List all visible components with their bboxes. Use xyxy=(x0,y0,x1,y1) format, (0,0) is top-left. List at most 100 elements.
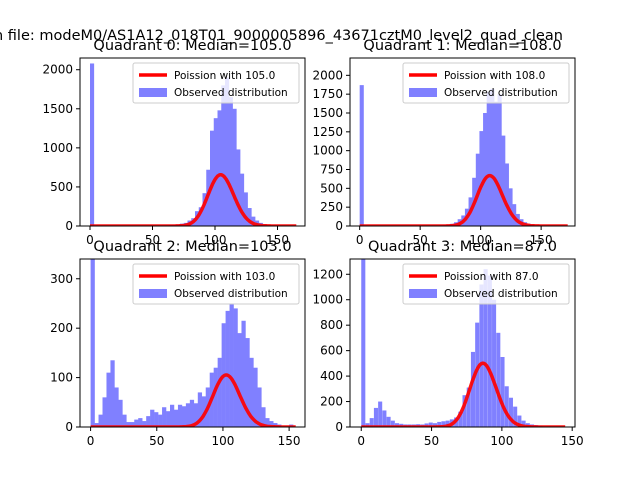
quadrant-3-hist-bar xyxy=(504,386,509,427)
legend-box xyxy=(132,62,300,104)
quadrant-2-title: Quadrant 2: Median=103.0 xyxy=(93,239,291,255)
quadrant-2-hist-bar xyxy=(253,367,258,427)
quadrant-3-hist-bar xyxy=(513,406,518,427)
quadrant-3-x-tick-label: 50 xyxy=(424,434,439,448)
quadrant-1-hist-bar xyxy=(483,112,488,226)
quadrant-0-hist-bar xyxy=(232,108,237,226)
quadrant-2-x-tick-label: 150 xyxy=(278,434,301,448)
quadrant-0-hist-bar xyxy=(90,63,95,226)
quadrant-1-chart: 0 50 100 150025050075010001250150017502000Q… xyxy=(312,38,576,247)
quadrant-1-hist-bar xyxy=(497,94,502,226)
quadrant-0-hist-bar xyxy=(236,149,241,226)
quadrant-3-hist-bar xyxy=(428,422,433,427)
quadrant-3-hist-bar xyxy=(395,423,400,427)
quadrant-1-y-tick-label: 1000 xyxy=(312,144,343,158)
quadrant-3-hist-bar xyxy=(369,418,374,427)
quadrant-2-hist-bar xyxy=(225,310,230,427)
quadrant-3-hist-bar xyxy=(432,423,438,427)
quadrant-2-x-tick-label: 0 xyxy=(87,434,95,448)
legend-observed-swatch xyxy=(139,289,167,298)
quadrant-2-hist-bar xyxy=(173,409,179,427)
quadrant-3-hist-bar xyxy=(462,395,467,427)
quadrant-2-chart: 0 50 100 150 0 100 200 300 Quadrant 2: Median=10… xyxy=(50,239,306,448)
quadrant-2-hist-bar xyxy=(98,414,103,427)
quadrant-3-hist-bar xyxy=(373,407,378,427)
legend-observed-swatch xyxy=(139,88,167,97)
quadrant-1-hist-bar xyxy=(479,131,484,226)
quadrant-2-hist-bar xyxy=(146,416,151,427)
quadrant-3-chart: 0 50 100 150 0 200 400 600 800 1000 1200 Quadrant 3… xyxy=(312,239,583,448)
quadrant-3-hist-bar xyxy=(466,387,471,427)
quadrant-2-hist-bar xyxy=(245,338,250,427)
quadrant-1-y-tick-label: 1500 xyxy=(312,106,343,120)
legend-box xyxy=(132,263,300,305)
quadrant-3-x-tick-label: 100 xyxy=(490,434,513,448)
quadrant-2-hist-bar xyxy=(241,320,246,427)
quadrant-3-y-tick-label: 200 xyxy=(320,395,343,409)
quadrant-2-hist-bar xyxy=(134,419,139,427)
quadrant-3-hist-bar xyxy=(492,299,497,427)
legend-box xyxy=(402,263,570,305)
quadrant-0-hist-bar xyxy=(210,130,215,226)
quadrant-3-y-tick-label: 0 xyxy=(335,420,343,434)
quadrant-2-hist-bar xyxy=(237,333,242,427)
quadrant-0-hist-bar xyxy=(198,207,203,226)
quadrant-2-hist-bar xyxy=(126,422,131,427)
quadrant-2-poisson-line xyxy=(90,373,297,427)
quadrant-3-hist-bar xyxy=(521,420,526,427)
quadrant-3-x-tick-label: 150 xyxy=(561,434,584,448)
quadrant-3-hist-bar xyxy=(445,420,450,427)
quadrant-0-x-tick-label: 100 xyxy=(204,233,227,247)
quadrant-2-hist-bar xyxy=(213,367,218,427)
quadrant-2-hist-bar xyxy=(261,407,266,427)
legend-observed-label: Observed distribution xyxy=(174,87,288,99)
quadrant-1-x-tick-label: 0 xyxy=(356,233,364,247)
quadrant-2-hist-bar xyxy=(94,423,99,427)
quadrant-3-hist-bar xyxy=(378,401,383,427)
quadrant-2-hist-bar xyxy=(102,397,107,427)
figure-suptitle: n file: modeM0/AS1A12_018T01_9000005896_… xyxy=(0,28,563,44)
quadrant-0-hist-bar xyxy=(225,77,230,226)
legend-poisson-label: Poission with 105.0 xyxy=(174,70,275,82)
quadrant-2-hist-bar xyxy=(114,387,119,427)
quadrant-3-axes-frame xyxy=(349,258,576,428)
quadrant-1-x-tick-label: 150 xyxy=(530,233,553,247)
quadrant-1-plot-area xyxy=(359,85,569,226)
quadrant-0-hist-bar xyxy=(251,216,256,226)
quadrant-2-hist-bar xyxy=(273,423,278,427)
quadrant-2-hist-bar xyxy=(122,414,127,427)
legend-observed-label: Observed distribution xyxy=(444,288,558,300)
quadrant-2-y-tick-label: 100 xyxy=(50,371,73,385)
quadrant-3-y-tick-label: 1200 xyxy=(312,267,343,281)
quadrant-1-x-tick-label: 100 xyxy=(469,233,492,247)
quadrant-3-hist-bar xyxy=(458,411,463,427)
quadrant-2-hist-bar xyxy=(158,414,163,427)
quadrant-3-x-tick-label: 0 xyxy=(357,434,365,448)
quadrant-0-x-tick-label: 150 xyxy=(266,233,289,247)
legend-observed-label: Observed distribution xyxy=(444,87,558,99)
quadrant-0-y-tick-label: 500 xyxy=(50,180,73,194)
quadrant-1-x-tick-label: 50 xyxy=(413,233,428,247)
quadrant-1-hist-bar xyxy=(501,135,506,226)
quadrant-2-hist-bar xyxy=(138,418,143,427)
quadrant-1-y-tick-label: 0 xyxy=(335,219,343,233)
quadrant-3-hist-bar xyxy=(361,259,366,427)
quadrant-2-hist-bar xyxy=(197,392,203,427)
quadrant-3-plot-area xyxy=(360,259,566,427)
quadrant-0-hist-bar xyxy=(243,192,248,226)
quadrant-1-y-tick-label: 750 xyxy=(320,162,343,176)
quadrant-3-legend: Poission with 87.0 Observed distribution xyxy=(402,263,570,305)
quadrant-0-x-tick-label: 0 xyxy=(86,233,94,247)
quadrant-3-hist-bar xyxy=(390,420,395,427)
quadrant-2-hist-bar xyxy=(162,407,167,427)
quadrant-0-y-tick-label: 2000 xyxy=(42,63,73,77)
quadrant-2-x-tick-label: 100 xyxy=(211,434,234,448)
quadrant-2-hist-bar xyxy=(265,418,270,427)
quadrant-2-hist-bar xyxy=(229,303,234,427)
quadrant-3-title: Quadrant 3: Median=87.0 xyxy=(368,239,557,255)
quadrant-3-hist-bar xyxy=(500,357,505,427)
quadrant-0-hist-bar xyxy=(221,85,226,226)
quadrant-3-hist-bar xyxy=(424,423,429,427)
quadrant-1-poisson-line xyxy=(359,173,569,226)
quadrant-3-hist-bar xyxy=(483,269,488,427)
